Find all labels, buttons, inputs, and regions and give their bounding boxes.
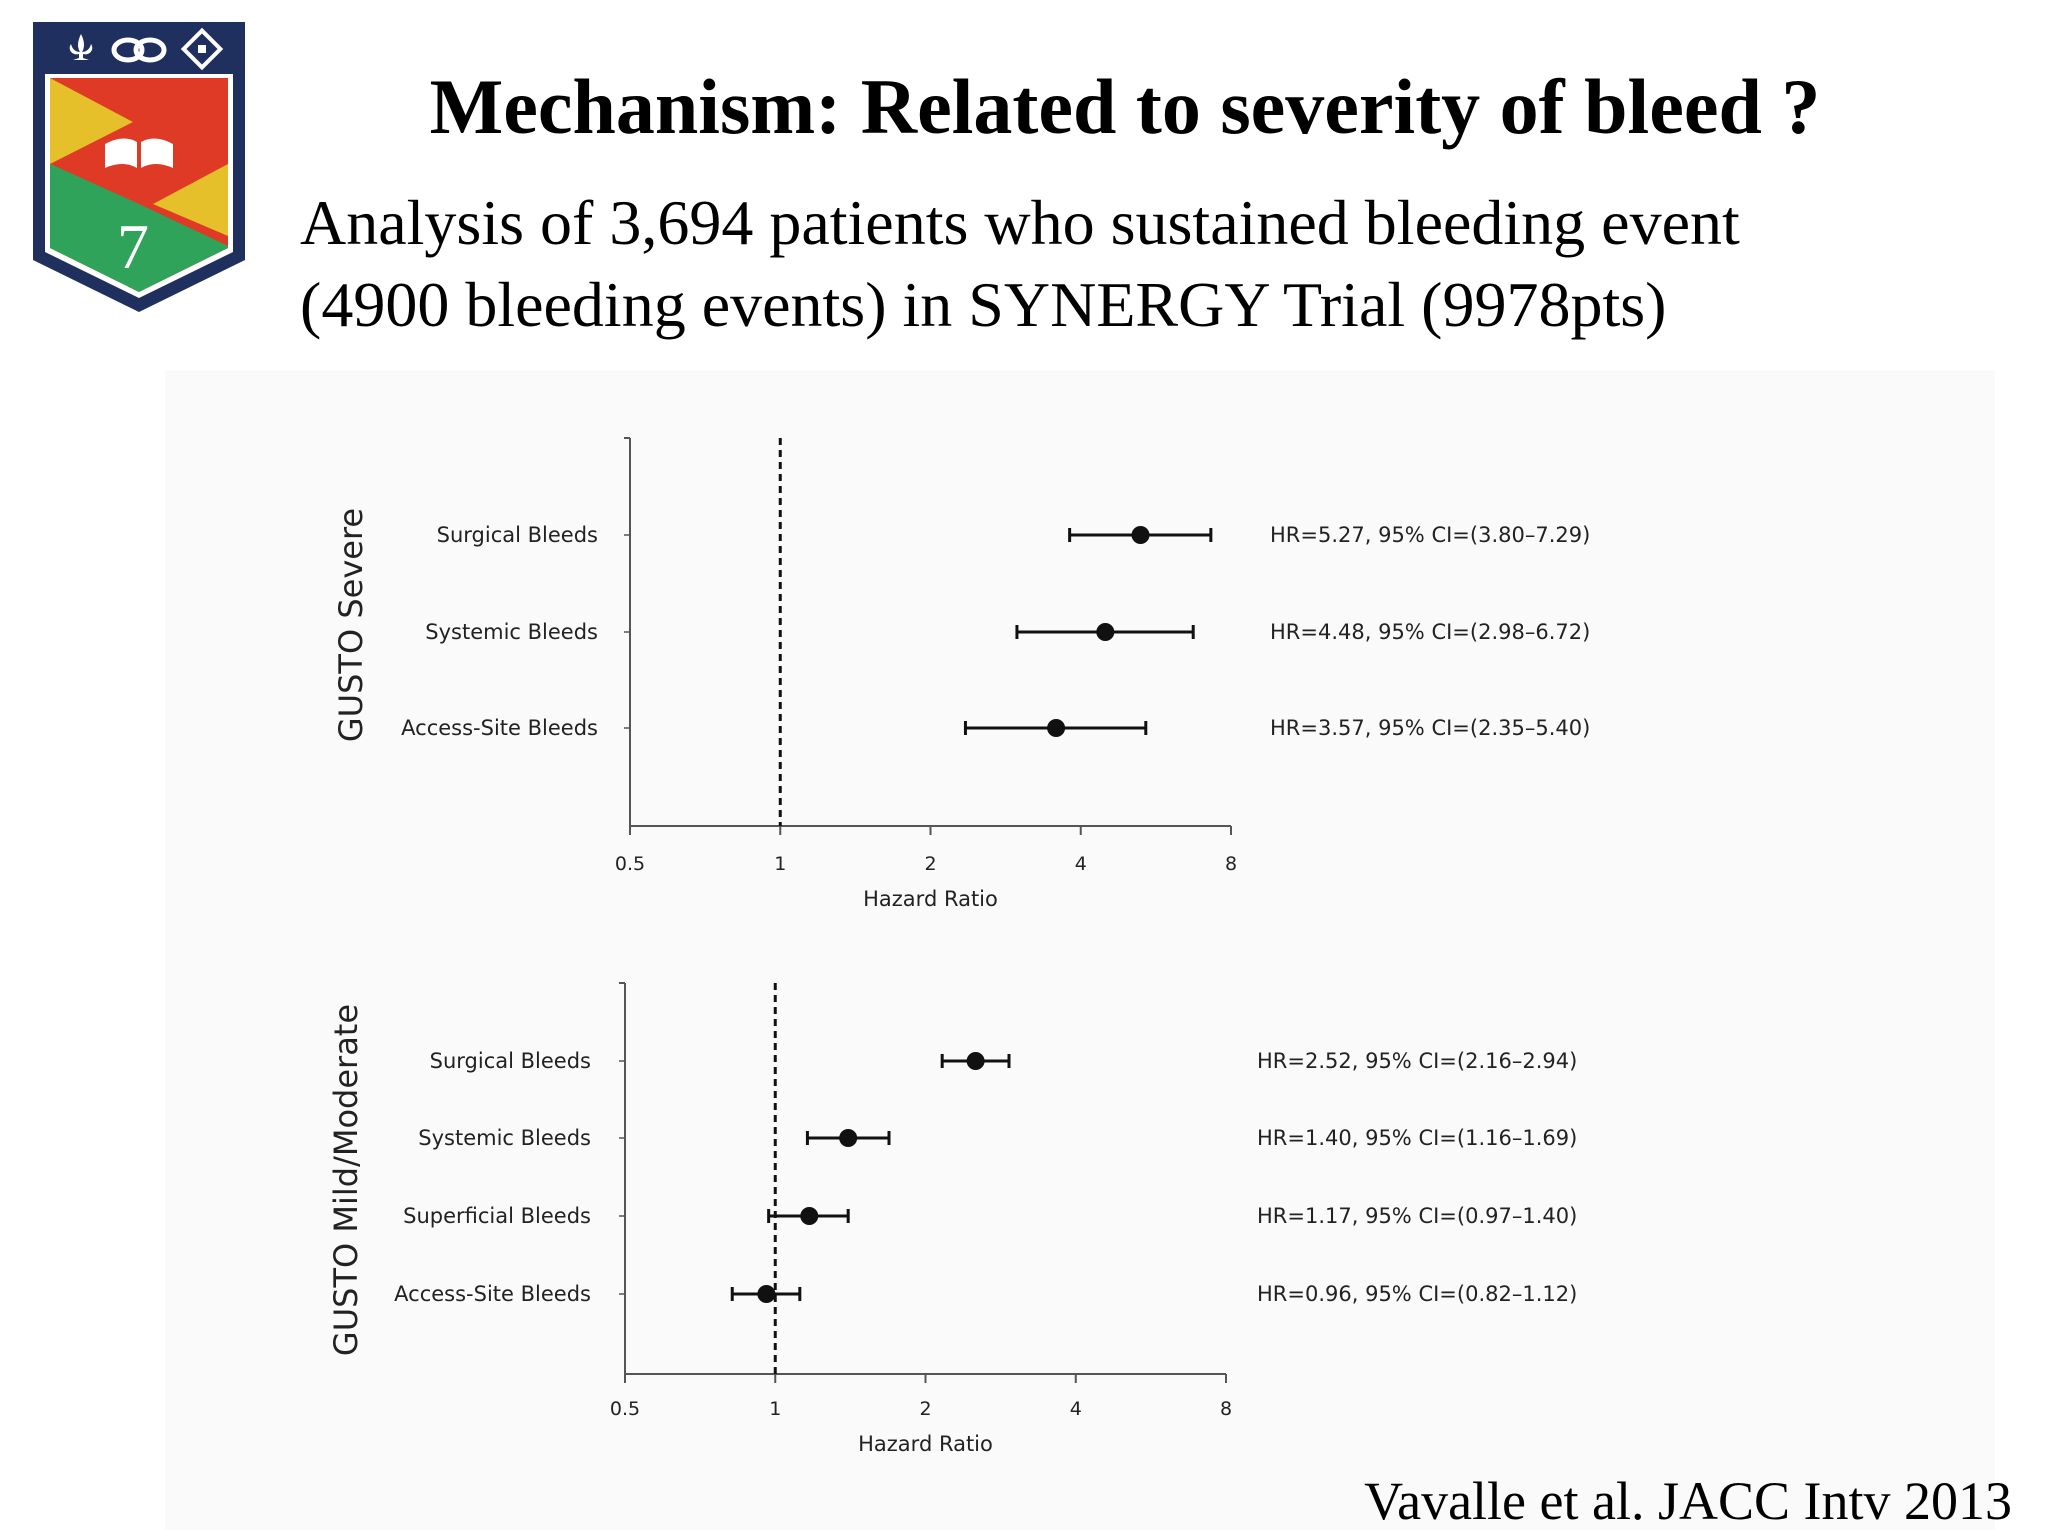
panel-2-x-tick-label: 2 (919, 1398, 931, 1420)
cross-pattee-icon (180, 27, 224, 71)
slide-title: Mechanism: Related to severity of bleed … (429, 63, 1821, 150)
panel-2-hr-point (839, 1129, 858, 1147)
panel-2-row-label: Systemic Bleeds (418, 1126, 591, 1150)
yellow-chevron-right (153, 164, 228, 236)
panel-1-hr-annotation: HR=5.27, 95% CI=(3.80–7.29) (1270, 523, 1590, 547)
panel-1-hr-annotation: HR=4.48, 95% CI=(2.98–6.72) (1270, 620, 1590, 644)
panel-1-x-tick-label: 0.5 (615, 853, 645, 875)
citation: Vavalle et al. JACC Intv 2013 (1364, 1471, 2012, 1531)
panel-1-x-tick-label: 4 (1075, 853, 1087, 875)
panel-1-row-label: Surgical Bleeds (437, 523, 598, 547)
panel-2-hr-annotation: HR=1.17, 95% CI=(0.97–1.40) (1257, 1204, 1577, 1228)
panel-2-hr-point (966, 1052, 985, 1070)
panel-1-x-tick-label: 8 (1225, 853, 1237, 875)
yellow-chevron-left (50, 78, 133, 164)
panel-2-x-tick-label: 8 (1220, 1398, 1232, 1420)
panel-1-hr-point (1047, 719, 1066, 737)
panel-2-group-label: GUSTO Mild/Moderate (327, 1004, 365, 1356)
panel-2-row-label: Surgical Bleeds (430, 1049, 591, 1073)
fleur-de-lis-icon (69, 34, 93, 60)
panel-1-group-label: GUSTO Severe (332, 508, 370, 742)
college-crest-logo: 7 (33, 22, 245, 312)
panel-1-x-axis-label: Hazard Ratio (863, 887, 998, 911)
panel-2-hr-annotation: HR=1.40, 95% CI=(1.16–1.69) (1257, 1126, 1577, 1150)
panel-1-row-label: Access-Site Bleeds (401, 716, 598, 740)
panel-1-x-tick-label: 1 (774, 853, 786, 875)
panel-2-x-tick-label: 1 (769, 1398, 781, 1420)
subtitle-line-2: (4900 bleeding events) in SYNERGY Trial … (300, 269, 1667, 340)
panel-2-x-tick-label: 4 (1070, 1398, 1082, 1420)
panel-1-x-tick-label: 2 (924, 853, 936, 875)
slide-subtitle: Analysis of 3,694 patients who sustained… (300, 182, 2000, 346)
forest-plot-panel (165, 370, 1995, 1530)
panel-2-hr-point (757, 1285, 776, 1303)
knot-icon (111, 37, 167, 63)
panel-1-row-label: Systemic Bleeds (425, 620, 598, 644)
panel-2-x-axis-label: Hazard Ratio (858, 1432, 993, 1456)
crest-numeral: 7 (117, 211, 149, 282)
panel-2-x-tick-label: 0.5 (610, 1398, 640, 1420)
panel-2-hr-annotation: HR=2.52, 95% CI=(2.16–2.94) (1257, 1049, 1577, 1073)
panel-1-hr-point (1096, 623, 1115, 641)
panel-2-row-label: Access-Site Bleeds (394, 1282, 591, 1306)
panel-2-hr-point (800, 1207, 819, 1225)
panel-2-hr-annotation: HR=0.96, 95% CI=(0.82–1.12) (1257, 1282, 1577, 1306)
open-book-icon (105, 138, 173, 168)
panel-2-row-label: Superficial Bleeds (403, 1204, 591, 1228)
subtitle-line-1: Analysis of 3,694 patients who sustained… (300, 187, 1740, 258)
panel-1-hr-point (1131, 526, 1150, 544)
panel-1-hr-annotation: HR=3.57, 95% CI=(2.35–5.40) (1270, 716, 1590, 740)
